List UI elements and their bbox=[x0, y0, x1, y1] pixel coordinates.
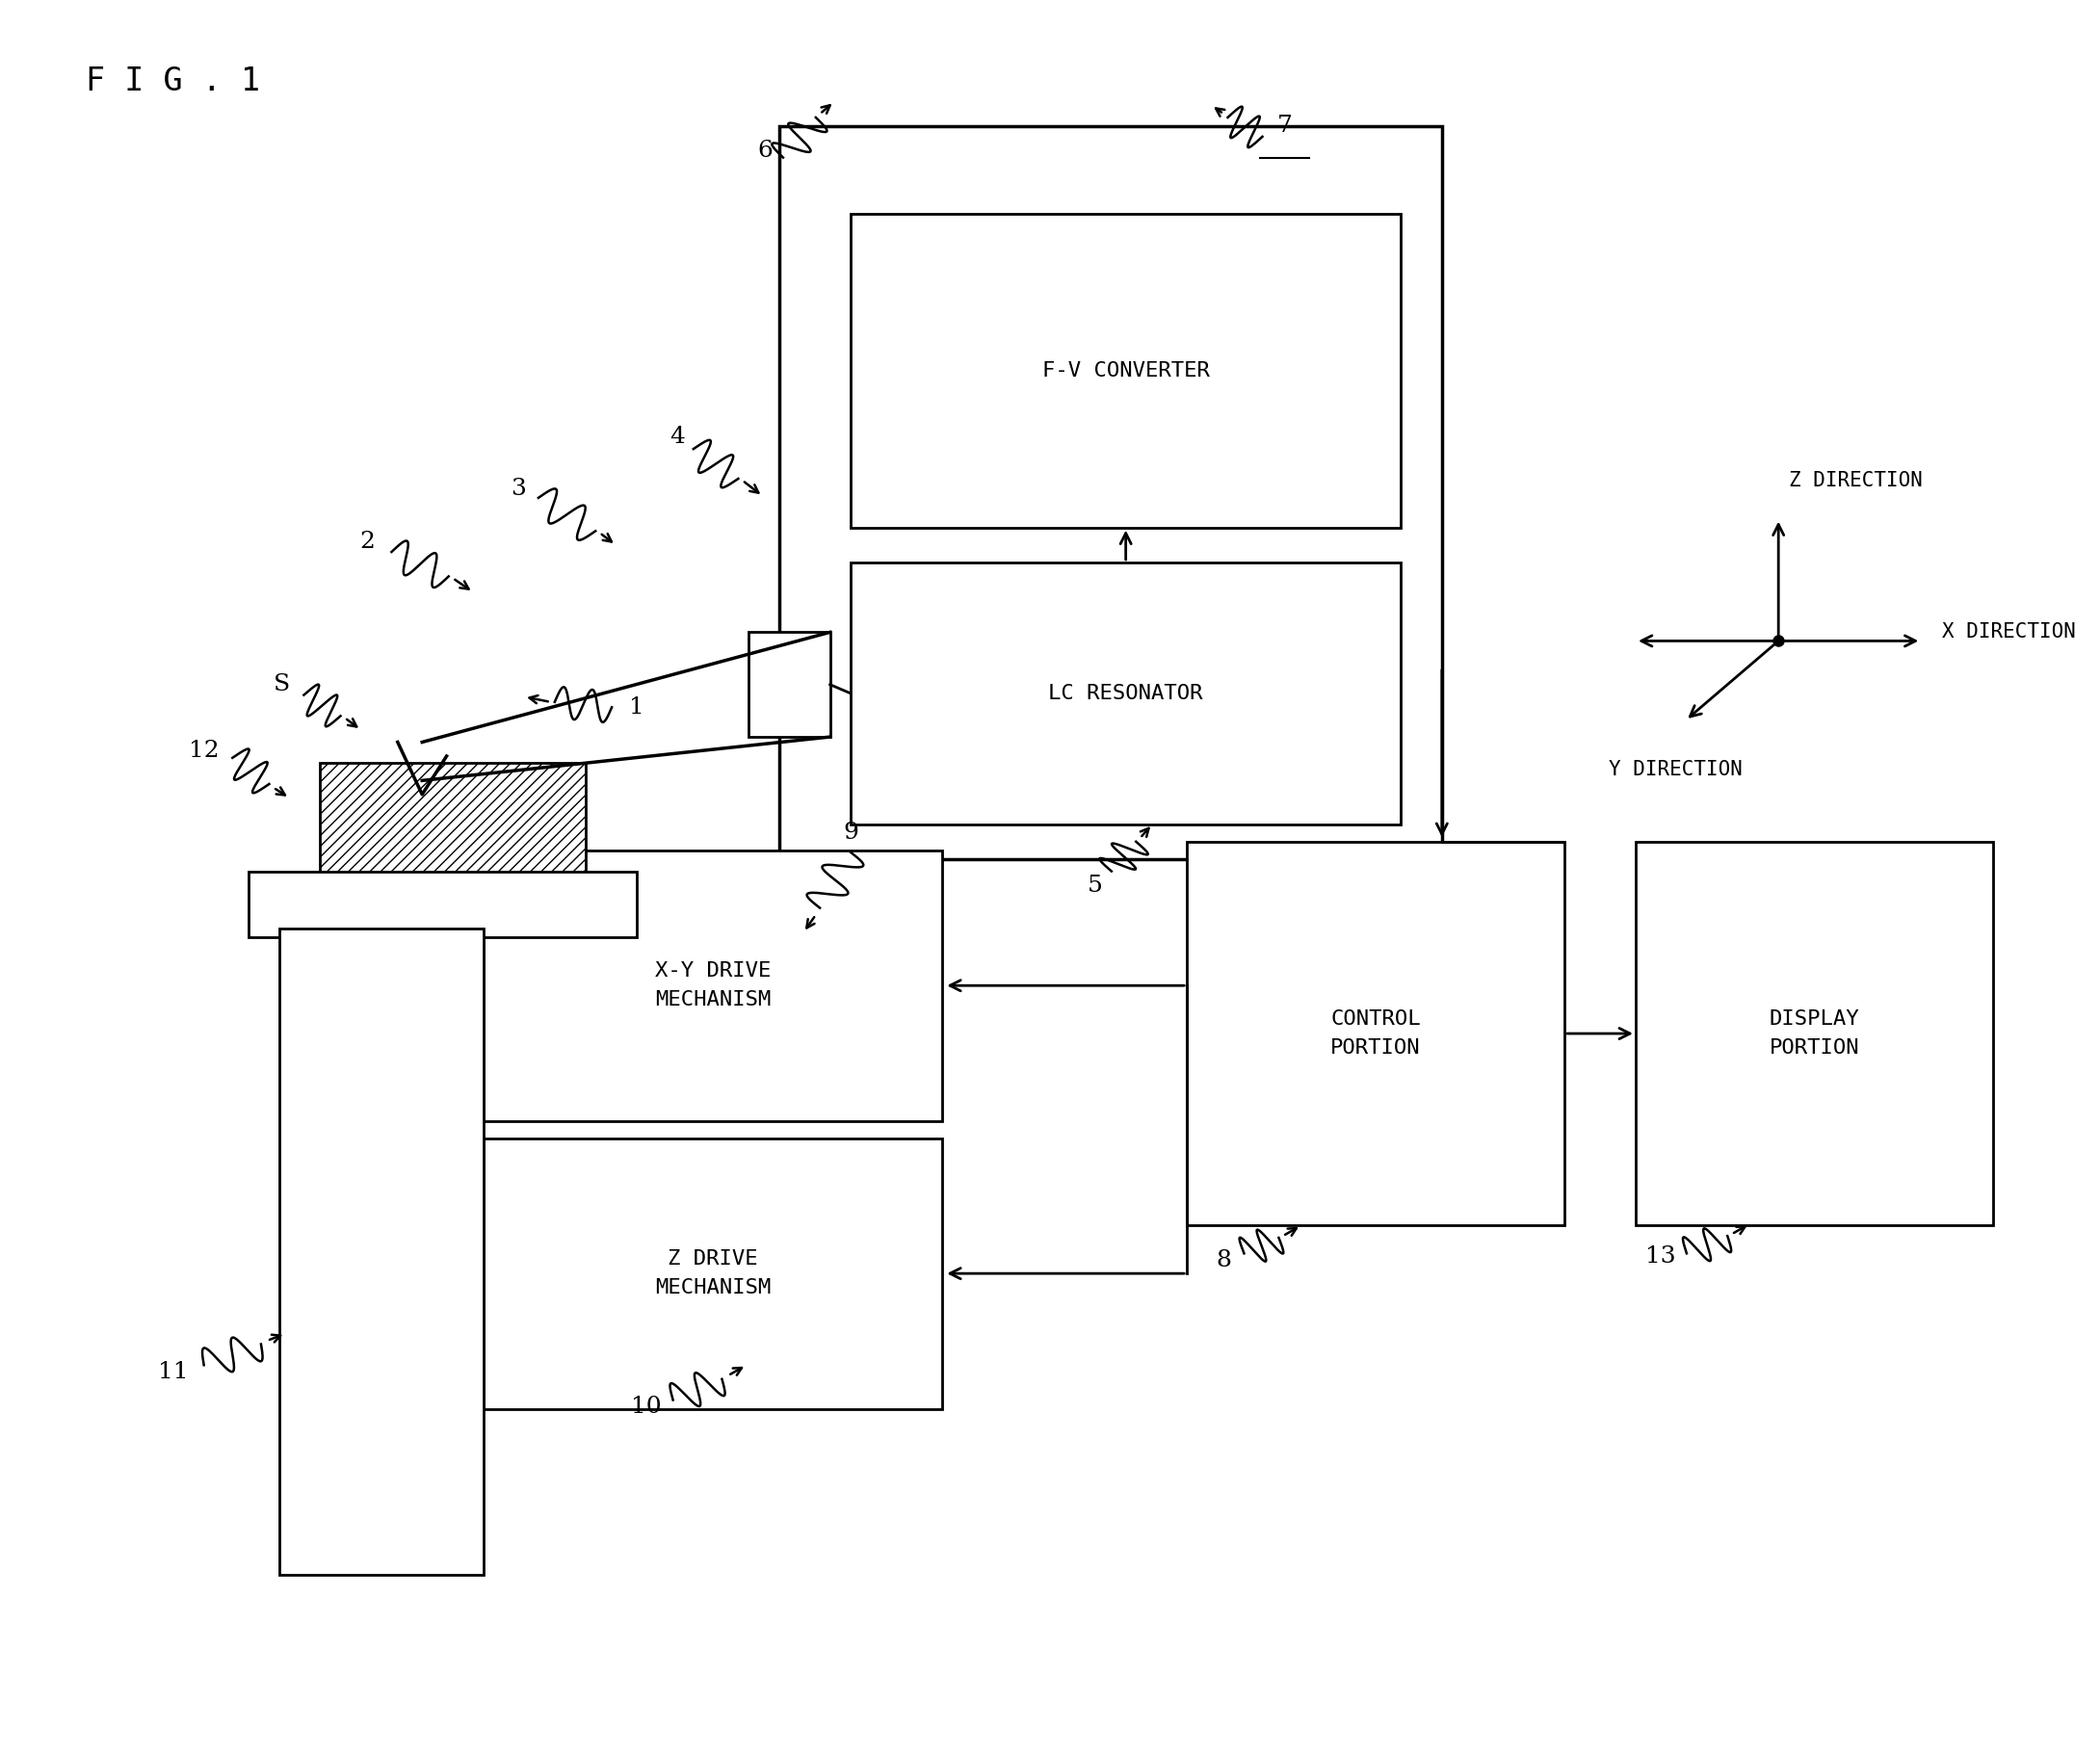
Text: 12: 12 bbox=[189, 740, 218, 763]
Bar bbox=[483, 1138, 943, 1409]
Bar bbox=[851, 214, 1401, 528]
Text: S: S bbox=[273, 673, 290, 696]
Text: LC RESONATOR: LC RESONATOR bbox=[1048, 684, 1203, 703]
Bar bbox=[319, 763, 586, 876]
Text: X-Y DRIVE
MECHANISM: X-Y DRIVE MECHANISM bbox=[655, 962, 771, 1010]
Text: Z DRIVE
MECHANISM: Z DRIVE MECHANISM bbox=[655, 1250, 771, 1297]
Bar bbox=[779, 126, 1443, 859]
Bar bbox=[1186, 841, 1564, 1225]
Text: 10: 10 bbox=[632, 1395, 661, 1418]
Text: F-V CONVERTER: F-V CONVERTER bbox=[1042, 361, 1210, 380]
Text: Z DIRECTION: Z DIRECTION bbox=[1789, 472, 1922, 491]
Bar bbox=[1636, 841, 1993, 1225]
Text: 8: 8 bbox=[1216, 1250, 1231, 1271]
Text: 9: 9 bbox=[842, 822, 859, 843]
Bar bbox=[279, 929, 483, 1574]
Text: F I G . 1: F I G . 1 bbox=[86, 65, 260, 96]
Bar bbox=[851, 563, 1401, 824]
Text: CONTROL
PORTION: CONTROL PORTION bbox=[1331, 1010, 1422, 1057]
Text: 5: 5 bbox=[1088, 875, 1102, 896]
Text: 3: 3 bbox=[510, 479, 525, 500]
Text: Y DIRECTION: Y DIRECTION bbox=[1609, 759, 1743, 778]
Text: 2: 2 bbox=[359, 531, 374, 552]
Text: DISPLAY
PORTION: DISPLAY PORTION bbox=[1768, 1010, 1858, 1057]
Text: 7: 7 bbox=[1277, 116, 1292, 137]
Text: X DIRECTION: X DIRECTION bbox=[1942, 622, 2075, 642]
Text: 13: 13 bbox=[1644, 1246, 1676, 1267]
Text: 4: 4 bbox=[670, 426, 685, 447]
Bar bbox=[248, 871, 636, 938]
Text: 11: 11 bbox=[158, 1360, 189, 1383]
Text: 6: 6 bbox=[758, 140, 773, 161]
Bar bbox=[483, 850, 943, 1120]
Text: 1: 1 bbox=[628, 696, 645, 719]
Bar bbox=[748, 633, 830, 736]
